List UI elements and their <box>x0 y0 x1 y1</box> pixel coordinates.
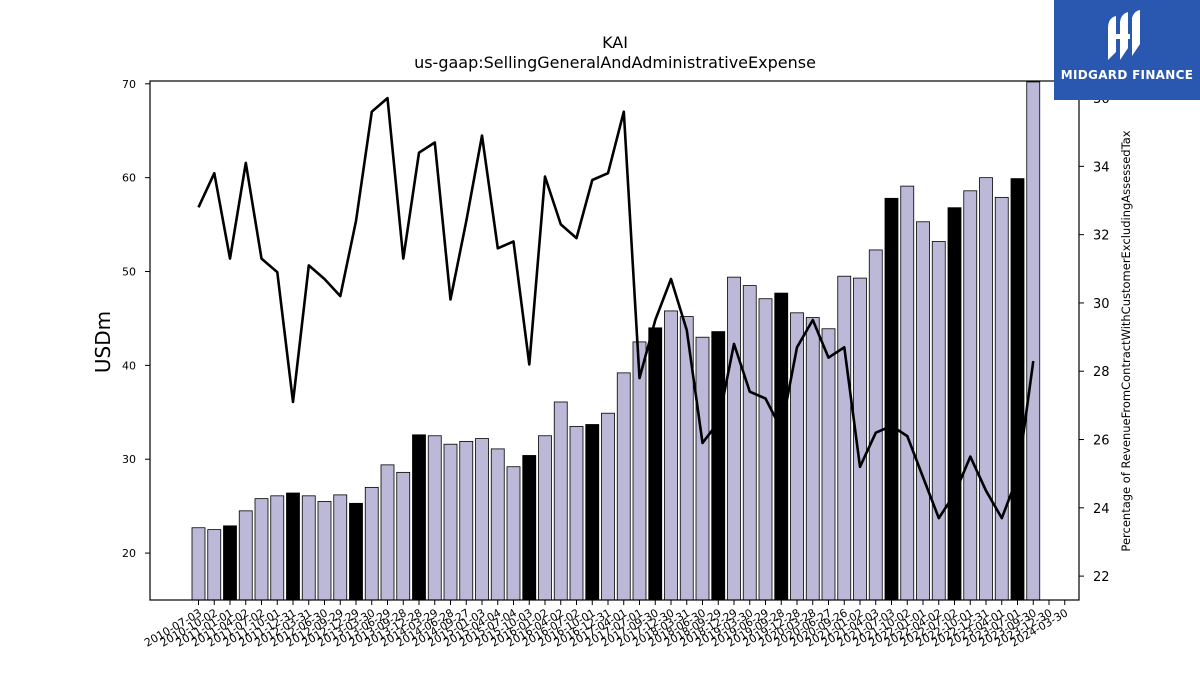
bar <box>427 435 442 601</box>
bar <box>238 510 253 601</box>
bar <box>223 525 237 601</box>
bar <box>601 412 615 601</box>
bar <box>506 466 521 601</box>
bar-series <box>191 81 1041 601</box>
y2-tick-label: 26 <box>1093 434 1110 449</box>
bar <box>695 336 710 601</box>
bar <box>270 495 285 601</box>
y2-tick-label: 22 <box>1093 570 1110 585</box>
y-tick-label: 70 <box>122 78 136 91</box>
bar <box>916 221 930 601</box>
bar <box>349 502 363 601</box>
bar <box>317 501 332 601</box>
bar <box>412 434 426 601</box>
bar <box>805 317 820 601</box>
bar <box>380 464 395 601</box>
bar <box>1010 178 1025 601</box>
y2-tick-label: 34 <box>1093 160 1110 175</box>
brand-logo-text: MIDGARD FINANCE <box>1060 68 1194 82</box>
bar <box>569 425 584 601</box>
bar <box>632 341 647 601</box>
bar <box>301 495 316 601</box>
y-axis-label: USDm <box>91 311 115 373</box>
y2-tick-label: 30 <box>1093 297 1110 312</box>
line-path <box>197 96 1035 520</box>
bar <box>648 327 663 601</box>
y-tick-label: 40 <box>122 359 136 372</box>
bar <box>490 448 505 601</box>
bar <box>979 177 993 601</box>
midgard-logo-icon <box>1108 10 1140 60</box>
bar <box>553 401 568 601</box>
bar <box>821 328 836 601</box>
bar <box>994 196 1009 601</box>
bar <box>774 292 789 601</box>
bar <box>475 438 489 601</box>
bar <box>191 527 206 601</box>
bar <box>333 494 348 601</box>
bar <box>727 276 741 601</box>
bar <box>837 275 852 601</box>
bar <box>790 312 804 601</box>
bar <box>963 190 978 601</box>
bar <box>711 331 726 601</box>
bar <box>522 455 537 601</box>
bar <box>742 285 757 601</box>
y-tick-label: 20 <box>122 547 136 560</box>
bar <box>364 486 379 601</box>
bar <box>459 440 474 601</box>
y2-tick-label: 32 <box>1093 229 1110 244</box>
bar <box>254 498 269 601</box>
bar <box>664 310 678 601</box>
plot-frame <box>149 80 1080 601</box>
y-tick-label: 60 <box>122 172 136 185</box>
bar <box>616 372 631 601</box>
chart-title: KAI <box>602 33 628 52</box>
y2-tick-label: 24 <box>1093 502 1110 517</box>
bar <box>900 185 915 601</box>
y-tick-label: 30 <box>122 453 136 466</box>
y2-axis-label: Percentage of RevenueFromContractWithCus… <box>1119 130 1133 551</box>
bar <box>538 435 552 601</box>
chart-subtitle: us-gaap:SellingGeneralAndAdministrativeE… <box>414 53 816 72</box>
bar <box>286 492 300 601</box>
line-series <box>197 96 1035 520</box>
axes: 20304050607022242628303234362010-07-0320… <box>122 78 1110 650</box>
y-tick-label: 50 <box>122 266 136 279</box>
bar <box>207 529 222 601</box>
bar <box>443 443 458 601</box>
bar <box>396 471 411 601</box>
bar <box>758 298 773 601</box>
bar <box>868 249 883 601</box>
brand-logo: MIDGARD FINANCE <box>1054 0 1200 100</box>
bar <box>884 197 899 601</box>
bar <box>931 241 946 601</box>
y2-tick-label: 28 <box>1093 365 1110 380</box>
bar <box>947 207 962 601</box>
bar <box>585 424 600 601</box>
bar <box>1026 81 1041 601</box>
